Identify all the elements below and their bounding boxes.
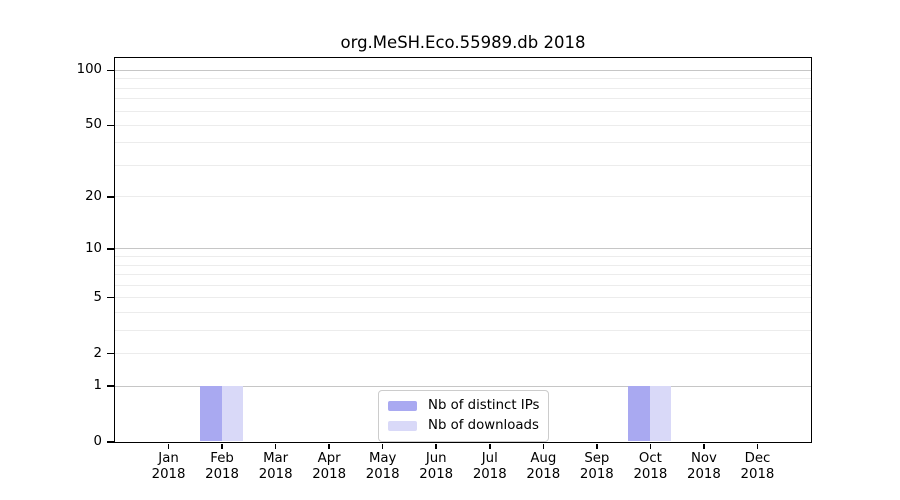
y-tick (106, 296, 114, 299)
x-tick-label-oct: Oct 2018 (633, 451, 668, 482)
gridline-major (114, 248, 811, 250)
x-tick-label-aug: Aug 2018 (526, 451, 561, 482)
chart-title: org.MeSH.Eco.55989.db 2018 (340, 33, 586, 52)
x-tick (596, 443, 598, 449)
bar-nb-of-distinct-ips-feb (200, 385, 222, 442)
y-tick (106, 69, 114, 72)
x-tick-label-jun: Jun 2018 (419, 451, 454, 482)
y-tick (106, 196, 114, 198)
x-tick-label-jul: Jul 2018 (472, 451, 507, 482)
y-tick (106, 441, 114, 443)
legend-swatch-distinct-ips (388, 401, 417, 411)
gridline-minor (114, 264, 811, 266)
gridline-minor (114, 311, 811, 313)
x-tick (167, 443, 170, 449)
gridline-minor (114, 110, 811, 112)
y-tick (106, 385, 114, 387)
gridline-major (114, 385, 811, 387)
y-tick-label: 10 (85, 240, 102, 256)
x-tick-label-sep: Sep 2018 (579, 451, 614, 482)
x-tick (221, 443, 223, 449)
gridline-minor (114, 98, 811, 100)
x-tick-label-may: May 2018 (365, 451, 400, 482)
y-tick-label: 100 (76, 62, 102, 78)
x-tick (542, 443, 545, 449)
x-tick (703, 443, 705, 449)
gridline-minor (114, 142, 811, 144)
x-tick-label-nov: Nov 2018 (687, 451, 721, 482)
y-tick-label: 20 (85, 188, 102, 204)
plot-area (113, 56, 812, 443)
gridline-major (114, 69, 811, 71)
x-tick (435, 443, 437, 449)
gridline-minor (114, 297, 811, 299)
x-tick-label-feb: Feb 2018 (205, 451, 239, 482)
bar-nb-of-downloads-feb (221, 385, 243, 442)
bar-nb-of-distinct-ips-oct (628, 385, 650, 442)
gridline-minor (114, 284, 811, 286)
bar-nb-of-downloads-oct (649, 385, 672, 442)
legend-swatch-downloads (388, 421, 417, 431)
gridline-minor (114, 87, 811, 89)
legend-entry-downloads: Nb of downloads (388, 416, 539, 436)
gridline-minor (114, 256, 811, 258)
gridline-minor (114, 165, 811, 166)
y-tick (106, 352, 114, 355)
gridline-minor (114, 329, 811, 331)
y-tick-label: 2 (93, 345, 102, 361)
x-tick (489, 443, 491, 449)
gridline-minor (114, 78, 811, 80)
gridline-minor (114, 353, 811, 355)
y-tick-label: 1 (93, 378, 102, 394)
x-tick (649, 443, 652, 449)
x-tick (274, 443, 277, 449)
y-tick-label: 50 (85, 117, 102, 133)
x-tick-label-apr: Apr 2018 (312, 451, 347, 482)
y-tick (106, 248, 114, 250)
x-tick-label-jan: Jan 2018 (151, 451, 186, 482)
y-tick (106, 124, 114, 127)
legend-label-distinct-ips: Nb of distinct IPs (428, 398, 540, 413)
legend-entry-distinct-ips: Nb of distinct IPs (388, 396, 539, 416)
gridline-minor (114, 196, 811, 198)
gridline-minor (114, 274, 811, 276)
x-tick (756, 443, 759, 449)
y-tick-label: 0 (93, 434, 102, 449)
x-tick (328, 443, 330, 449)
legend: Nb of distinct IPs Nb of downloads (378, 390, 550, 442)
legend-label-downloads: Nb of downloads (428, 418, 539, 433)
gridline-minor (114, 124, 811, 126)
x-tick-label-dec: Dec 2018 (740, 451, 775, 482)
x-tick-label-mar: Mar 2018 (258, 451, 293, 482)
x-tick (381, 443, 384, 449)
y-tick-label: 5 (93, 289, 102, 305)
